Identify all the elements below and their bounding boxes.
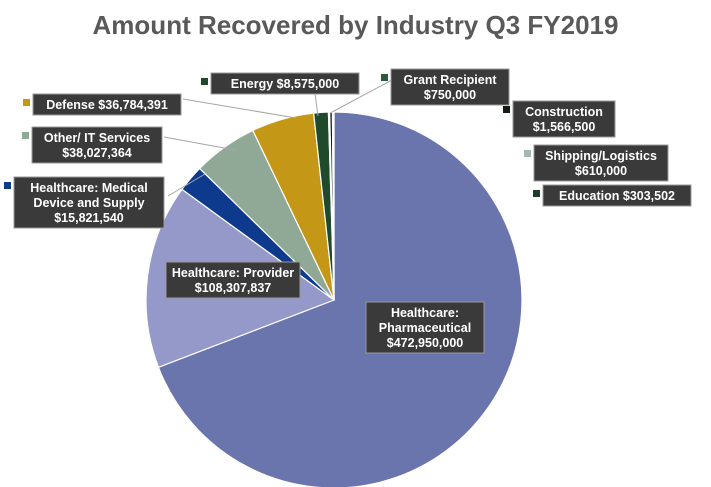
leader-lines [163,79,393,197]
label-healthcare-provider: Healthcare: Provider$108,307,837 [165,261,301,299]
data-label-text: Energy $8,575,000 [231,77,339,91]
data-label-value: $1,566,500 [533,120,596,134]
leader-line [163,136,236,151]
legend-key [533,190,540,197]
label-grant-recipient: Grant Recipient$750,000 [381,68,510,106]
data-label-text: Healthcare: Provider [172,266,294,280]
label-box [13,176,165,229]
data-label-text: Pharmaceutical [379,321,471,335]
data-label-value: $38,027,364 [62,146,132,160]
label-box [210,72,360,95]
leader-line [167,173,206,197]
label-box [165,261,301,299]
legend-key [524,150,531,157]
legend-key [381,74,388,81]
label-box [533,144,669,182]
label-shipping-logistics: Shipping/Logistics$610,000 [524,144,669,182]
label-other-it-services: Other/ IT Services$38,027,364 [22,126,163,164]
legend-key [22,132,29,139]
data-label-text: Healthcare: [391,306,459,320]
pie-slice-healthcare-pharmaceutical [157,111,523,487]
legend-key [23,99,30,106]
legend-key [201,78,208,85]
data-label-text: Other/ IT Services [44,131,150,145]
pie-slice-education [332,111,335,301]
leader-line [331,79,393,113]
data-label-value: $108,307,837 [195,281,272,295]
label-box [31,126,163,164]
data-label-value: $472,950,000 [387,336,464,350]
label-education: Education $303,502 [533,184,692,207]
label-energy: Energy $8,575,000 [201,72,360,95]
label-box [365,301,485,354]
label-defense: Defense $36,784,391 [23,93,182,116]
label-healthcare-pharmaceutical: Healthcare:Pharmaceutical$472,950,000 [365,301,485,354]
label-box [390,68,510,106]
leader-line [182,98,297,119]
label-construction: Construction$1,566,500 [503,100,616,138]
data-label-value: $750,000 [424,88,476,102]
slice-labels: Healthcare:Pharmaceutical$472,950,000Hea… [4,68,692,354]
data-label-text: Defense $36,784,391 [46,98,168,112]
label-box [32,93,182,116]
legend-key [4,182,11,189]
data-label-text: Shipping/Logistics [545,149,657,163]
data-label-text: Device and Supply [33,196,144,210]
label-box [542,184,692,207]
legend-key [503,106,510,113]
data-label-text: Healthcare: Medical [30,181,147,195]
data-label-text: Education $303,502 [559,189,675,203]
pie-slices [145,111,523,487]
label-box [512,100,616,138]
chart-title: Amount Recovered by Industry Q3 FY2019 [92,10,619,40]
data-label-value: $15,821,540 [54,211,124,225]
data-label-text: Grant Recipient [403,73,497,87]
data-label-value: $610,000 [575,164,627,178]
data-label-text: Construction [525,105,603,119]
